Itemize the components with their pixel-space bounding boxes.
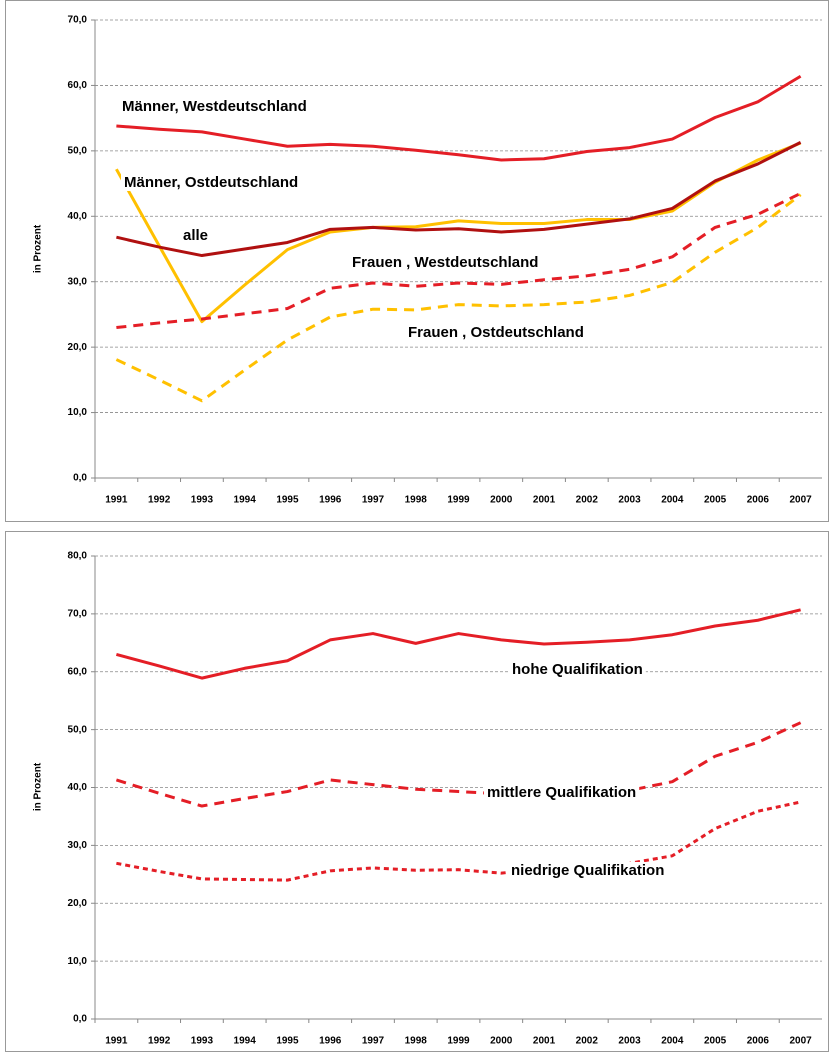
x-tick-label: 1993	[191, 495, 214, 506]
x-tick-label: 1992	[148, 1036, 171, 1047]
x-tick-label: 1999	[447, 495, 470, 506]
y-tick-label: 20,0	[68, 898, 88, 909]
x-tick-label: 1994	[234, 495, 257, 506]
x-tick-label: 2007	[789, 495, 812, 506]
y-tick-label: 30,0	[68, 840, 88, 851]
y-tick-label: 40,0	[68, 211, 88, 222]
series-label: hohe Qualifikation	[512, 661, 643, 678]
x-tick-label: 1995	[276, 495, 299, 506]
x-tick-label: 2006	[747, 1036, 770, 1047]
series-label: Frauen , Westdeutschland	[352, 254, 538, 271]
series-label: alle	[183, 227, 208, 244]
x-tick-label: 1992	[148, 495, 171, 506]
panel-border	[5, 531, 829, 1052]
series-label-bg	[405, 323, 587, 341]
y-tick-label: 0,0	[73, 473, 87, 484]
series-line	[115, 608, 801, 680]
x-tick-label: 1991	[105, 1036, 128, 1047]
x-tick-label: 1991	[105, 495, 128, 506]
x-tick-label: 1998	[405, 495, 428, 506]
x-tick-label: 1997	[362, 1036, 385, 1047]
x-tick-label: 2003	[618, 1036, 641, 1047]
y-tick-label: 80,0	[68, 551, 88, 562]
x-tick-label: 1997	[362, 495, 385, 506]
series-label-bg	[508, 861, 668, 879]
x-tick-label: 1995	[276, 1036, 299, 1047]
x-tick-label: 2001	[533, 495, 556, 506]
y-axis-label: in Prozent	[33, 224, 44, 273]
x-tick-label: 2004	[661, 1036, 684, 1047]
series-label-bg	[509, 660, 646, 678]
x-tick-label: 1993	[191, 1036, 214, 1047]
panel-border	[5, 0, 829, 522]
x-tick-label: 1994	[234, 1036, 257, 1047]
series-line	[116, 74, 802, 162]
x-tick-label: 1996	[319, 495, 342, 506]
x-tick-label: 2007	[789, 1036, 812, 1047]
y-tick-label: 60,0	[68, 666, 88, 677]
y-tick-label: 60,0	[68, 80, 88, 91]
series-line	[116, 192, 802, 330]
y-tick-label: 40,0	[68, 782, 88, 793]
x-tick-label: 2002	[576, 1036, 599, 1047]
series-label: Männer, Westdeutschland	[122, 98, 307, 115]
x-tick-label: 1999	[447, 1036, 470, 1047]
series-label-bg	[349, 253, 542, 271]
series-line	[115, 721, 802, 808]
x-tick-label: 2000	[490, 495, 513, 506]
series-label-bg	[180, 226, 212, 244]
x-tick-label: 1996	[319, 1036, 342, 1047]
series-line	[116, 800, 801, 882]
series-label: Männer, Ostdeutschland	[124, 174, 298, 191]
series-label-bg	[121, 173, 302, 191]
x-tick-label: 2005	[704, 495, 727, 506]
x-tick-label: 2006	[747, 495, 770, 506]
y-tick-label: 70,0	[68, 15, 88, 26]
y-tick-label: 20,0	[68, 342, 88, 353]
x-tick-label: 1998	[405, 1036, 428, 1047]
x-tick-label: 2005	[704, 1036, 727, 1047]
series-line	[116, 141, 802, 258]
series-line	[115, 193, 802, 403]
y-tick-label: 10,0	[68, 956, 88, 967]
x-tick-label: 2003	[618, 495, 641, 506]
y-tick-label: 50,0	[68, 724, 88, 735]
y-axis-label: in Prozent	[33, 762, 44, 811]
x-tick-label: 2000	[490, 1036, 513, 1047]
series-label-bg	[119, 97, 310, 115]
series-label: niedrige Qualifikation	[511, 862, 664, 879]
y-tick-label: 70,0	[68, 609, 88, 620]
x-tick-label: 2004	[661, 495, 684, 506]
series-label-bg	[484, 783, 640, 801]
series-label: mittlere Qualifikation	[487, 784, 636, 801]
y-tick-label: 0,0	[73, 1014, 87, 1025]
x-tick-label: 2002	[576, 495, 599, 506]
series-label: Frauen , Ostdeutschland	[408, 324, 584, 341]
y-tick-label: 30,0	[68, 276, 88, 287]
y-tick-label: 50,0	[68, 145, 88, 156]
series-line	[115, 141, 802, 324]
x-tick-label: 2001	[533, 1036, 556, 1047]
y-tick-label: 10,0	[68, 407, 88, 418]
